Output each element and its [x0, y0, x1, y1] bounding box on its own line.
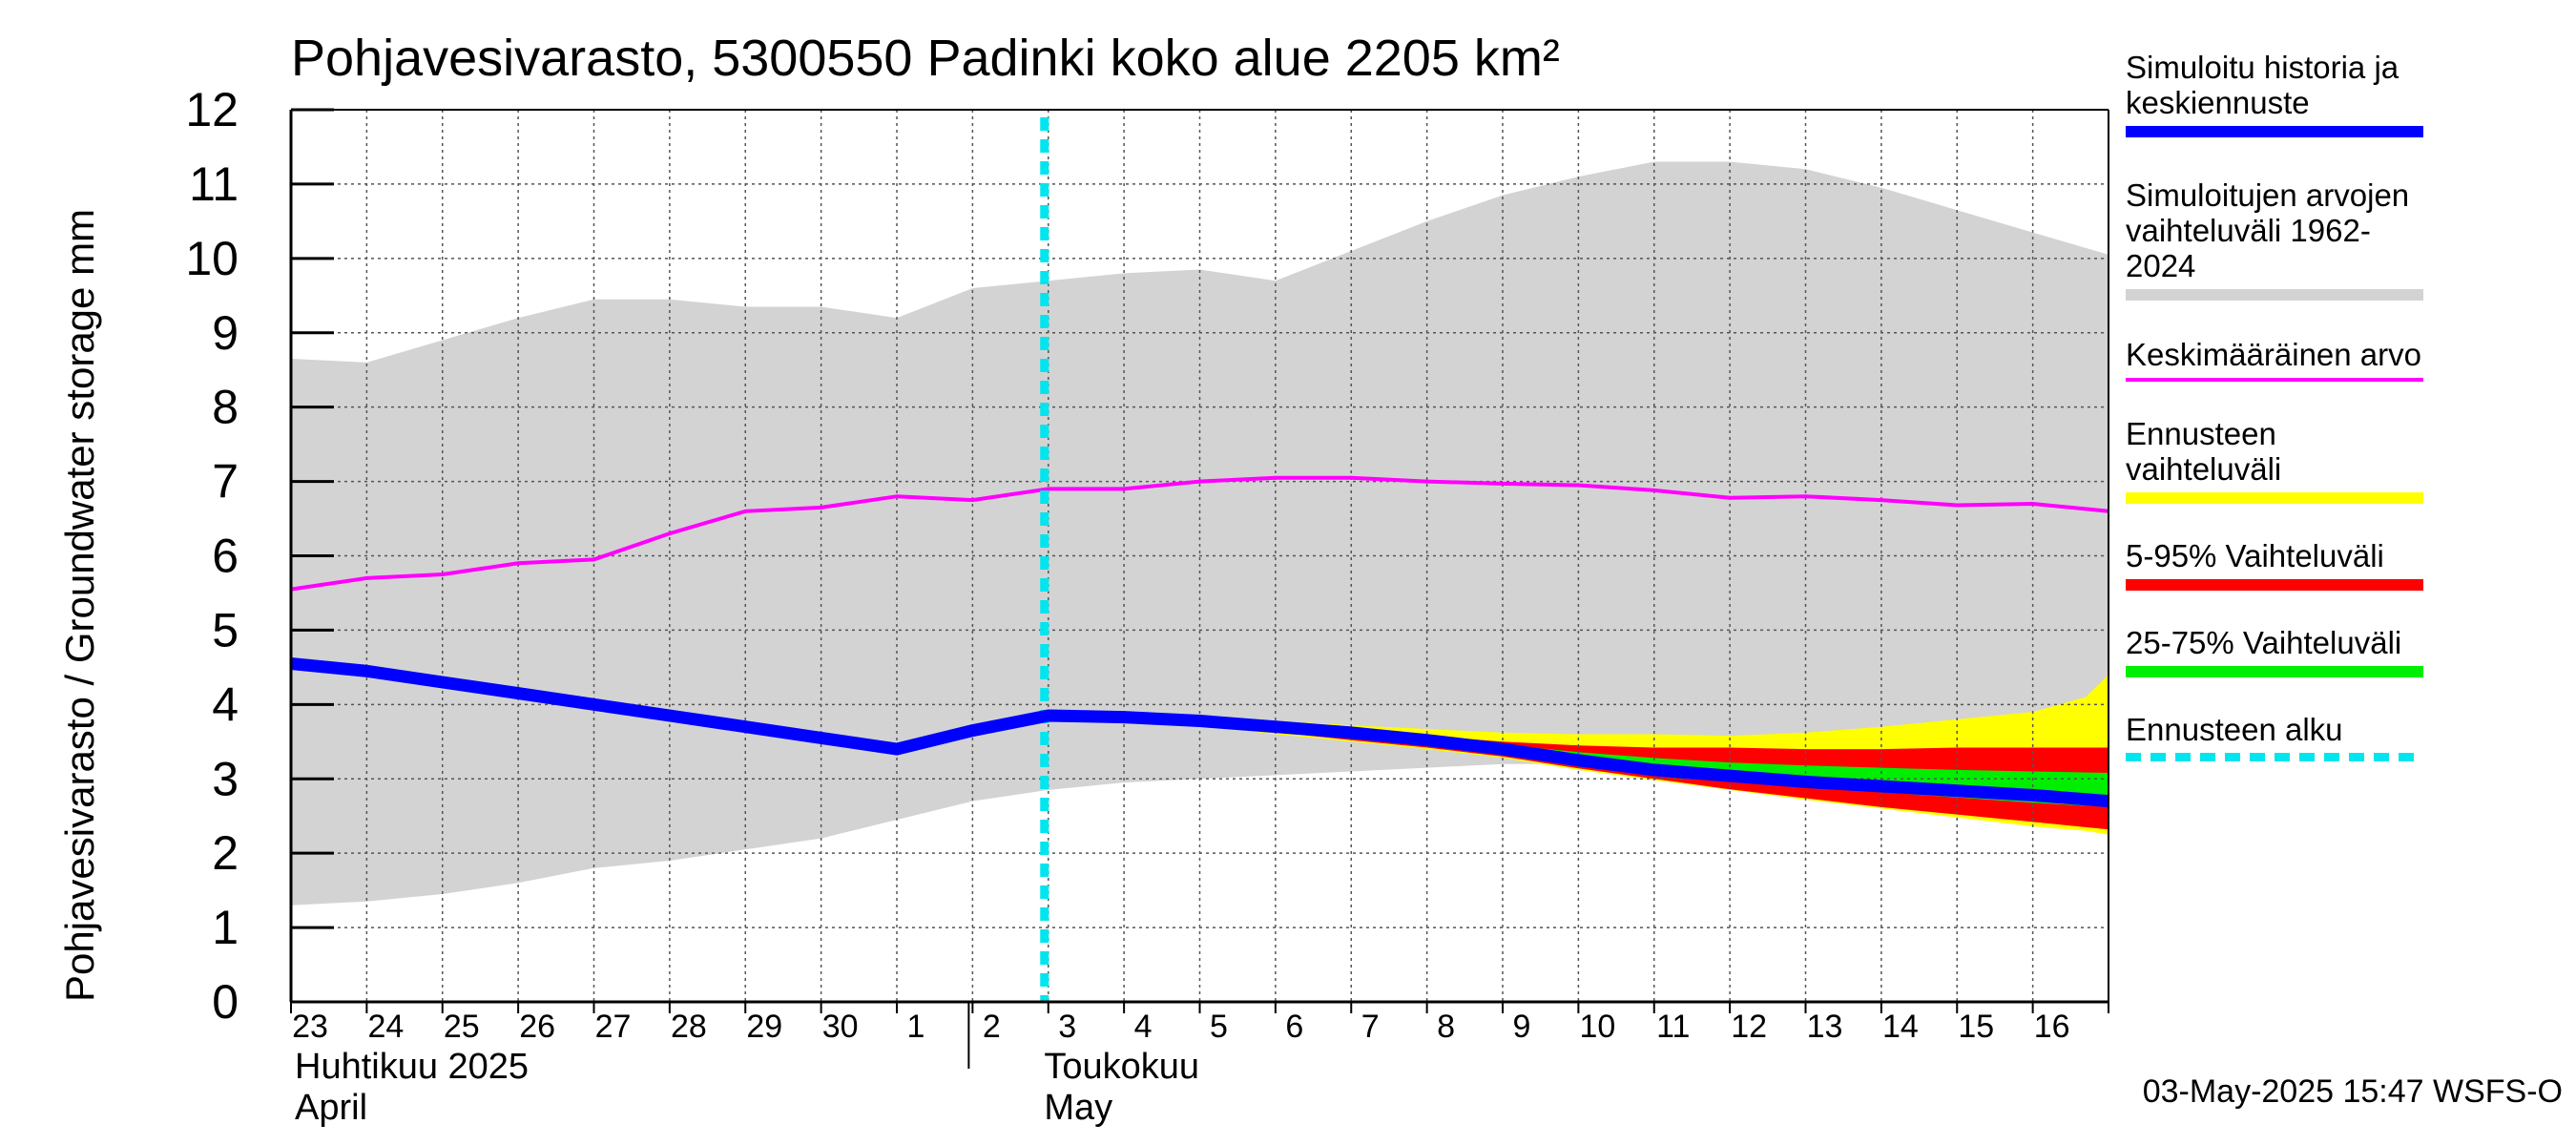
forecast-5-95-band [1048, 716, 2109, 830]
x-tick-label: 2 [983, 1009, 1001, 1045]
series-lines [290, 117, 2109, 1002]
x-tick-label: 30 [822, 1009, 859, 1045]
legend-swatch [2126, 579, 2423, 591]
y-tick-label: 11 [189, 157, 239, 211]
y-tick-label: 4 [212, 677, 239, 731]
legend-item: Simuloitujen arvojen vaihteluväli 1962-2… [2126, 177, 2441, 301]
x-tick-label: 26 [519, 1009, 555, 1045]
y-tick-label: 12 [185, 83, 239, 136]
mean-line [290, 475, 2109, 592]
x-tick-label: 28 [671, 1009, 707, 1045]
x-tick-label: 1 [907, 1009, 925, 1045]
x-tick-label: 27 [595, 1009, 632, 1045]
x-tick-label: 13 [1807, 1009, 1843, 1045]
y-tick-label: 2 [212, 826, 239, 880]
y-tick-label: 5 [212, 603, 239, 656]
x-tick-label: 9 [1513, 1009, 1531, 1045]
grid-lines [291, 109, 2109, 1002]
legend-label: Keskimääräinen arvo [2126, 337, 2421, 372]
legend-label: Ennusteen alku [2126, 712, 2343, 747]
x-tick-label: 24 [367, 1009, 404, 1045]
legend-label: 25-75% Vaihteluväli [2126, 625, 2402, 660]
legend-item: Keskimääräinen arvo [2126, 337, 2441, 382]
y-tick-label: 3 [212, 752, 239, 805]
y-tick-label: 8 [212, 381, 239, 434]
y-tick-label: 9 [212, 306, 239, 360]
legend-item: 5-95% Vaihteluväli [2126, 538, 2441, 591]
x-tick-label: 10 [1579, 1009, 1615, 1045]
legend-swatch [2126, 492, 2423, 504]
chart-title: Pohjavesivarasto, 5300550 Padinki koko a… [291, 30, 1560, 87]
month-label-en: April [295, 1088, 367, 1128]
legend-item: Simuloitu historia ja keskiennuste [2126, 50, 2441, 137]
x-tick-label: 7 [1361, 1009, 1380, 1045]
x-tick-label: 3 [1058, 1009, 1076, 1045]
x-tick-label: 8 [1437, 1009, 1455, 1045]
simulated-line [290, 657, 2109, 808]
legend-label: Simuloitujen arvojen vaihteluväli 1962-2… [2126, 177, 2410, 283]
month-label-fi: Toukokuu [1044, 1047, 1199, 1087]
y-tick-label: 7 [212, 455, 239, 509]
legend-swatch [2126, 126, 2423, 137]
legend-swatch [2126, 753, 2423, 761]
legend-swatch [2126, 666, 2423, 677]
x-tick-label: 12 [1731, 1009, 1767, 1045]
y-axis-label: Pohjavesivarasto / Groundwater storage m… [57, 208, 102, 1002]
y-tick-label: 10 [185, 232, 239, 285]
x-tick-label: 11 [1656, 1009, 1690, 1045]
legend-item: Ennusteen vaihteluväli [2126, 416, 2441, 504]
x-tick-label: 15 [1958, 1009, 1994, 1045]
x-tick-label: 14 [1882, 1009, 1919, 1045]
legend: Simuloitu historia ja keskiennuste Simulo… [2126, 50, 2441, 761]
x-tick-label: 25 [444, 1009, 480, 1045]
legend-swatch [2126, 378, 2423, 382]
x-tick-label: 16 [2034, 1009, 2070, 1045]
legend-item: Ennusteen alku [2126, 712, 2441, 761]
legend-item: 25-75% Vaihteluväli [2126, 625, 2441, 677]
month-label-fi: Huhtikuu 2025 [295, 1047, 529, 1087]
axes [289, 108, 2109, 1069]
legend-swatch [2126, 289, 2423, 301]
legend-label: 5-95% Vaihteluväli [2126, 538, 2384, 573]
legend-label: Ennusteen vaihteluväli [2126, 416, 2282, 487]
x-tick-label: 23 [292, 1009, 328, 1045]
x-tick-label: 6 [1285, 1009, 1303, 1045]
y-tick-label: 6 [212, 530, 239, 583]
x-tick-label: 5 [1210, 1009, 1228, 1045]
legend-label: Simuloitu historia ja keskiennuste [2126, 50, 2399, 120]
x-tick-label: 4 [1134, 1009, 1153, 1045]
month-label-en: May [1044, 1088, 1112, 1128]
x-tick-label: 29 [746, 1009, 782, 1045]
y-tick-label: 1 [212, 901, 239, 954]
timestamp: 03-May-2025 15:47 WSFS-O [2142, 1073, 2563, 1110]
y-tick-label: 0 [212, 975, 239, 1029]
